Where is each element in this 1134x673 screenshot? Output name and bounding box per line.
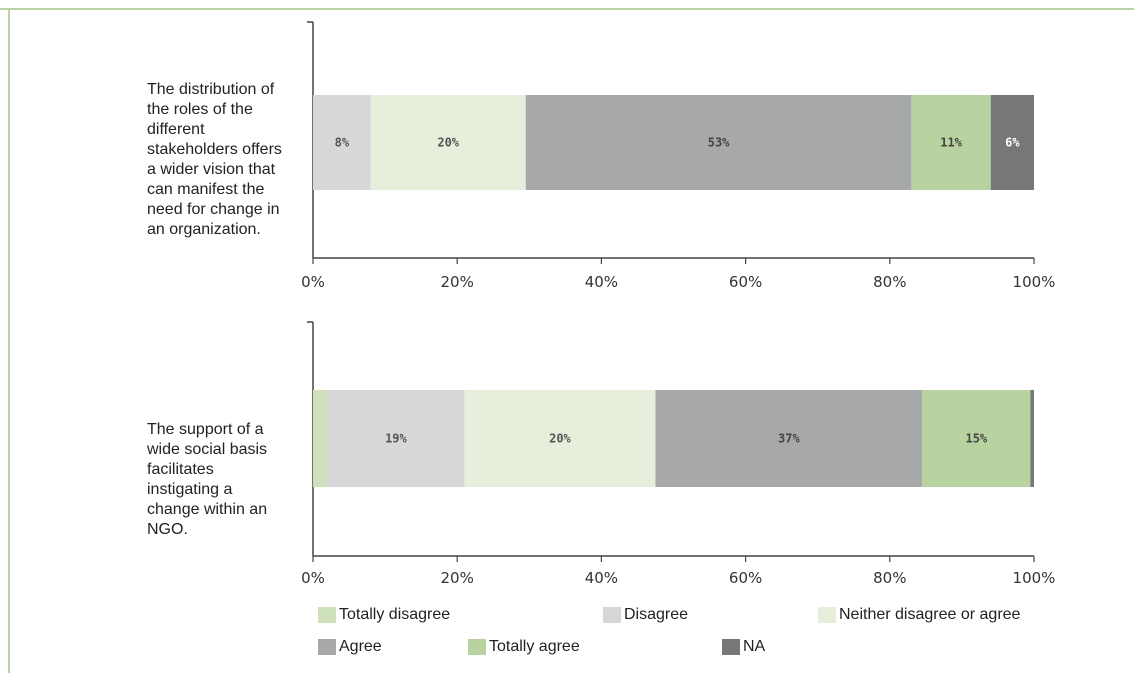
- legend-label-agree: Agree: [339, 638, 382, 655]
- chart1-x-tick-label: 0%: [301, 273, 325, 291]
- legend-swatch-agree: [318, 639, 336, 655]
- legend-item-totally-agree: Totally agree: [468, 638, 580, 656]
- legend-swatch-neither: [818, 607, 836, 623]
- legend-swatch-disagree: [603, 607, 621, 623]
- legend-label-na: NA: [743, 638, 766, 655]
- question-1-label: The distribution of the roles of the dif…: [147, 81, 282, 238]
- chart2-bar-na: [1030, 390, 1034, 487]
- legend-label-totally-disagree: Totally disagree: [339, 606, 451, 623]
- chart1-x-tick-label: 20%: [441, 273, 474, 291]
- chart1-data-label-na: 6%: [1005, 136, 1020, 150]
- chart2-x-tick-label: 40%: [585, 569, 618, 587]
- legend-item-disagree: Disagree: [603, 606, 688, 624]
- frame-border-top: [0, 8, 1134, 10]
- chart1-data-label-disagree: 8%: [335, 136, 350, 150]
- legend-label-totally-agree: Totally agree: [489, 638, 580, 655]
- chart2-bar-totally-disagree: [313, 390, 328, 487]
- legend-label-neither: Neither disagree or agree: [839, 606, 1021, 623]
- chart1-data-label-totally-agree: 11%: [940, 136, 962, 150]
- chart1-data-label-agree: 53%: [708, 136, 730, 150]
- chart1-bar-disagree: [313, 95, 371, 190]
- legend-swatch-na: [722, 639, 740, 655]
- chart2-x-tick-label: 20%: [441, 569, 474, 587]
- legend-swatch-totally-disagree: [318, 607, 336, 623]
- chart1-bar-totally-agree: [911, 95, 991, 190]
- chart1-x-tick-label: 80%: [873, 273, 906, 291]
- chart2-data-label-disagree: 19%: [385, 432, 407, 446]
- chart2-data-label-agree: 37%: [778, 432, 800, 446]
- chart2-x-tick-label: 0%: [301, 569, 325, 587]
- chart2-bar-agree: [655, 390, 923, 487]
- frame-border-left: [8, 8, 10, 673]
- legend-item-na: NA: [722, 638, 765, 656]
- legend-item-neither: Neither disagree or agree: [818, 606, 1020, 624]
- legend-item-agree: Agree: [318, 638, 382, 656]
- chart2-x-tick-label: 100%: [1013, 569, 1056, 587]
- chart2-x-tick-label: 80%: [873, 569, 906, 587]
- chart1-data-label-neither-disagree-or-agree: 20%: [437, 136, 459, 150]
- chart1-x-tick-label: 100%: [1013, 273, 1056, 291]
- chart2-bar-neither-disagree-or-agree: [464, 390, 656, 487]
- chart1-x-tick-label: 60%: [729, 273, 762, 291]
- chart1-bar-na: [990, 95, 1034, 190]
- question-2-label: The support of a wide social basis facil…: [147, 421, 268, 538]
- chart2-bar-disagree: [327, 390, 465, 487]
- chart2-data-label-totally-agree: 15%: [965, 432, 987, 446]
- chart2-data-label-neither-disagree-or-agree: 20%: [549, 432, 571, 446]
- legend-label-disagree: Disagree: [624, 606, 689, 623]
- chart1-bar-agree: [525, 95, 912, 190]
- legend-swatch-totally-agree: [468, 639, 486, 655]
- chart2-x-tick-label: 60%: [729, 569, 762, 587]
- chart1-x-tick-label: 40%: [585, 273, 618, 291]
- legend-item-totally-disagree: Totally disagree: [318, 606, 450, 624]
- chart1-bar-neither-disagree-or-agree: [370, 95, 526, 190]
- chart2-bar-totally-agree: [922, 390, 1031, 487]
